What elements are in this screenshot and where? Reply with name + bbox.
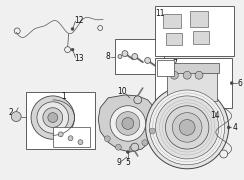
Circle shape [122,118,134,129]
Text: 1: 1 [61,92,66,101]
Circle shape [104,136,110,142]
Bar [26,92,95,149]
Circle shape [183,71,191,79]
Circle shape [227,126,230,129]
Bar [115,39,164,74]
Text: 4: 4 [232,123,237,132]
Polygon shape [98,95,154,152]
Circle shape [58,132,63,137]
Text: 7: 7 [172,59,177,68]
Circle shape [122,51,128,57]
Text: 12: 12 [75,16,84,25]
Circle shape [65,47,71,53]
Circle shape [71,48,74,51]
Circle shape [145,57,151,63]
Circle shape [48,113,58,123]
Circle shape [179,120,195,135]
Bar [190,11,208,27]
Circle shape [118,55,122,58]
Bar [193,31,209,44]
Circle shape [165,106,209,149]
Circle shape [116,112,140,135]
Bar [164,63,219,73]
Circle shape [220,150,228,158]
Circle shape [170,71,178,79]
Bar [167,68,217,101]
Circle shape [150,128,155,134]
Circle shape [43,108,63,127]
Bar [163,14,181,28]
Circle shape [132,54,138,59]
Circle shape [31,96,74,139]
Circle shape [134,96,142,104]
Text: 13: 13 [75,54,84,63]
Circle shape [195,71,203,79]
Circle shape [172,113,202,142]
Circle shape [129,146,135,152]
Circle shape [230,82,233,85]
Text: 11: 11 [155,9,164,18]
Circle shape [37,102,69,133]
Text: 5: 5 [125,158,130,167]
Circle shape [71,28,74,30]
Circle shape [78,140,83,145]
Circle shape [126,150,129,154]
Text: 3: 3 [53,126,58,135]
Text: 2: 2 [9,108,14,117]
Text: 9: 9 [117,158,122,167]
Circle shape [131,143,139,151]
Circle shape [68,136,73,141]
Circle shape [14,28,20,34]
Text: 14: 14 [210,111,220,120]
Circle shape [110,106,146,141]
Circle shape [115,144,121,150]
Bar [166,33,182,45]
Bar [157,60,174,76]
Text: 8: 8 [106,52,111,61]
Circle shape [98,26,103,30]
Bar [53,127,90,147]
Circle shape [150,90,225,165]
Text: 6: 6 [237,79,242,88]
Bar [154,6,234,56]
Circle shape [155,96,219,159]
Circle shape [146,86,229,169]
Circle shape [11,112,21,122]
Bar [154,58,232,108]
Text: 10: 10 [117,87,127,96]
Circle shape [142,140,148,146]
